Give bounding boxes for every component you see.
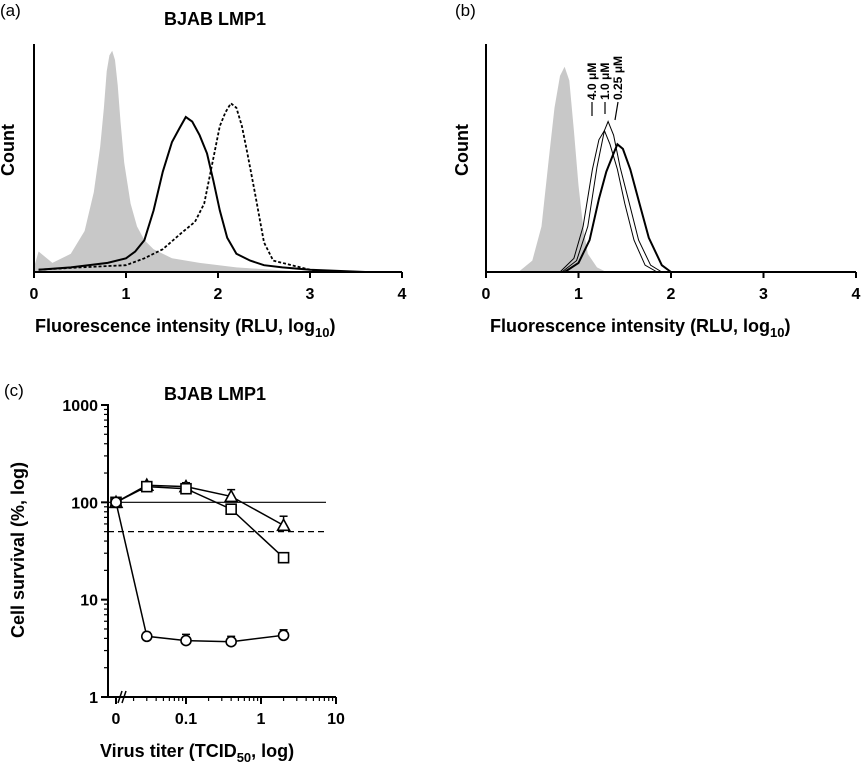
panel-b-x-tick-label: 0 bbox=[482, 286, 491, 303]
concentration-label-4uM: 4.0 μM bbox=[585, 63, 599, 100]
marker-circle bbox=[110, 496, 122, 509]
panel-a-x-axis-label: Fluorescence intensity (RLU, log10) bbox=[35, 316, 336, 340]
panel-a-series-0-filled-histogram bbox=[34, 50, 310, 272]
panel-b-x-tick-label: 3 bbox=[759, 286, 768, 303]
panel-c-survival: (c) BJAB LMP1 Cell survival (%, log) 110… bbox=[4, 381, 345, 765]
panel-b-x-tick-label: 2 bbox=[667, 286, 676, 303]
series-square-line bbox=[115, 485, 285, 559]
panel-b-tag: (b) bbox=[455, 1, 476, 20]
panel-b-y-axis-label: Count bbox=[452, 124, 472, 176]
panel-c-reference-lines bbox=[108, 501, 326, 533]
panel-b-x-axis-label: Fluorescence intensity (RLU, log10) bbox=[490, 316, 791, 340]
panel-c-x-tick-label: 1 bbox=[257, 711, 266, 728]
panel-a-histogram: (a) BJAB LMP1 Count 0 1 2 3 4 Fluorescence i… bbox=[0, 1, 407, 340]
panel-a-x-tick-label: 4 bbox=[398, 286, 407, 303]
panel-a-series-group bbox=[34, 50, 366, 273]
panel-c-x-tick-label: 10 bbox=[327, 711, 345, 728]
panel-c-y-axis-label: Cell survival (%, log) bbox=[8, 462, 28, 638]
panel-c-title: BJAB LMP1 bbox=[164, 384, 266, 404]
panel-c-y-tick-label: 100 bbox=[71, 495, 98, 512]
marker-square bbox=[140, 480, 153, 493]
panel-c-y-tick-label: 1000 bbox=[62, 398, 98, 415]
panel-b-series-0-filled-histogram bbox=[518, 66, 607, 272]
panel-c-x-tick-label: 0 bbox=[112, 711, 121, 728]
panel-b-series-1-thin-line bbox=[559, 129, 658, 273]
panel-a-title: BJAB LMP1 bbox=[164, 9, 266, 29]
marker-circle bbox=[225, 635, 237, 648]
marker-circle bbox=[277, 629, 290, 642]
panel-a-x-ticks: 0 1 2 3 4 bbox=[30, 272, 407, 303]
panel-b-series-group bbox=[518, 66, 672, 273]
panel-a-x-tick-label: 0 bbox=[30, 286, 39, 303]
axis-break-marks bbox=[117, 690, 127, 704]
panel-b-x-tick-label: 1 bbox=[574, 286, 583, 303]
panel-c-ticks: 1 10 100 1000 0 0.1 1 10 bbox=[62, 398, 345, 728]
panel-a-x-tick-label: 3 bbox=[306, 286, 315, 303]
series-circle-line bbox=[115, 502, 284, 643]
panel-c-series-group bbox=[108, 477, 291, 648]
panel-a-y-axis-label: Count bbox=[0, 124, 18, 176]
marker-square bbox=[180, 482, 192, 495]
panel-c-y-tick-label: 10 bbox=[80, 593, 98, 610]
panel-c-y-tick-label: 1 bbox=[89, 690, 98, 707]
panel-b-histogram: (b) Count 0 1 2 3 4 4.0 μM 1.0 μM 0.25 μM Fl… bbox=[452, 1, 861, 340]
panel-b-x-tick-label: 4 bbox=[852, 286, 861, 303]
panel-c-x-tick-label: 0.1 bbox=[175, 711, 197, 728]
panel-a-x-tick-label: 2 bbox=[214, 286, 223, 303]
panel-c-x-axis-label: Virus titer (TCID50, log) bbox=[100, 741, 294, 765]
concentration-label-0.25uM: 0.25 μM bbox=[611, 56, 625, 100]
panel-a-tag: (a) bbox=[0, 1, 21, 20]
marker-triangle bbox=[276, 517, 291, 532]
concentration-label-1uM: 1.0 μM bbox=[598, 63, 612, 100]
panel-a-series-1-solid-line bbox=[38, 115, 366, 273]
panel-c-tag: (c) bbox=[4, 381, 24, 400]
marker-circle bbox=[140, 630, 153, 643]
marker-triangle bbox=[223, 488, 239, 503]
panel-b-concentration-labels: 4.0 μM 1.0 μM 0.25 μM bbox=[585, 56, 625, 121]
panel-a-x-tick-label: 1 bbox=[122, 286, 131, 303]
panel-b-x-ticks: 0 1 2 3 4 bbox=[482, 272, 861, 303]
marker-square bbox=[225, 503, 237, 516]
panel-b-series-3-thick-line bbox=[564, 142, 672, 273]
marker-square bbox=[277, 551, 290, 564]
pointer-0.25uM bbox=[614, 101, 619, 121]
marker-circle bbox=[180, 634, 192, 647]
panel-b-series-2-thin-line bbox=[561, 120, 663, 273]
